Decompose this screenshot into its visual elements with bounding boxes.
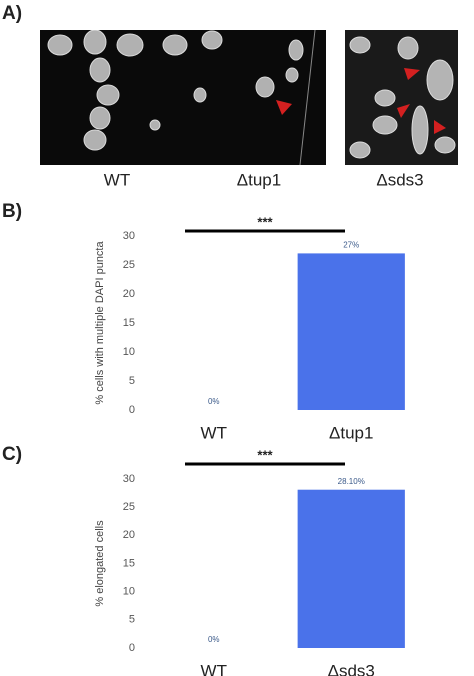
y-axis-label: % elongated cells xyxy=(94,520,106,607)
micrograph xyxy=(345,30,458,165)
value-label: 0% xyxy=(208,397,220,406)
panel-label: A) xyxy=(2,3,22,24)
y-tick-label: 10 xyxy=(123,586,135,598)
micrograph xyxy=(40,29,195,165)
image-caption: WT xyxy=(104,170,130,189)
panel-label: C) xyxy=(2,444,22,465)
value-label: 28.10% xyxy=(338,477,365,486)
significance-label: *** xyxy=(257,214,273,229)
y-tick-label: 5 xyxy=(129,375,135,387)
panel-label: B) xyxy=(2,201,22,222)
y-tick-label: 25 xyxy=(123,501,135,513)
micrograph xyxy=(193,29,326,166)
x-tick-label: WT xyxy=(201,423,227,442)
x-tick-label: Δsds3 xyxy=(328,661,375,676)
y-tick-label: 15 xyxy=(123,317,135,329)
y-tick-label: 20 xyxy=(123,529,135,541)
y-tick-label: 20 xyxy=(123,288,135,300)
x-tick-label: WT xyxy=(201,661,227,676)
y-axis-label: % cells with multiple DAPI puncta xyxy=(94,241,106,405)
x-tick-label: Δtup1 xyxy=(329,423,373,442)
significance-label: *** xyxy=(257,447,273,462)
y-tick-label: 30 xyxy=(123,473,135,485)
y-tick-label: 30 xyxy=(123,230,135,242)
value-label: 0% xyxy=(208,635,220,644)
value-label: 27% xyxy=(343,241,359,250)
y-tick-label: 0 xyxy=(129,404,135,416)
y-tick-label: 25 xyxy=(123,259,135,271)
y-tick-label: 10 xyxy=(123,346,135,358)
bar xyxy=(297,253,405,410)
y-tick-label: 0 xyxy=(129,642,135,654)
bar xyxy=(297,489,405,648)
y-tick-label: 5 xyxy=(129,614,135,626)
image-caption: Δtup1 xyxy=(237,170,281,189)
image-caption: Δsds3 xyxy=(376,170,423,189)
y-tick-label: 15 xyxy=(123,557,135,569)
